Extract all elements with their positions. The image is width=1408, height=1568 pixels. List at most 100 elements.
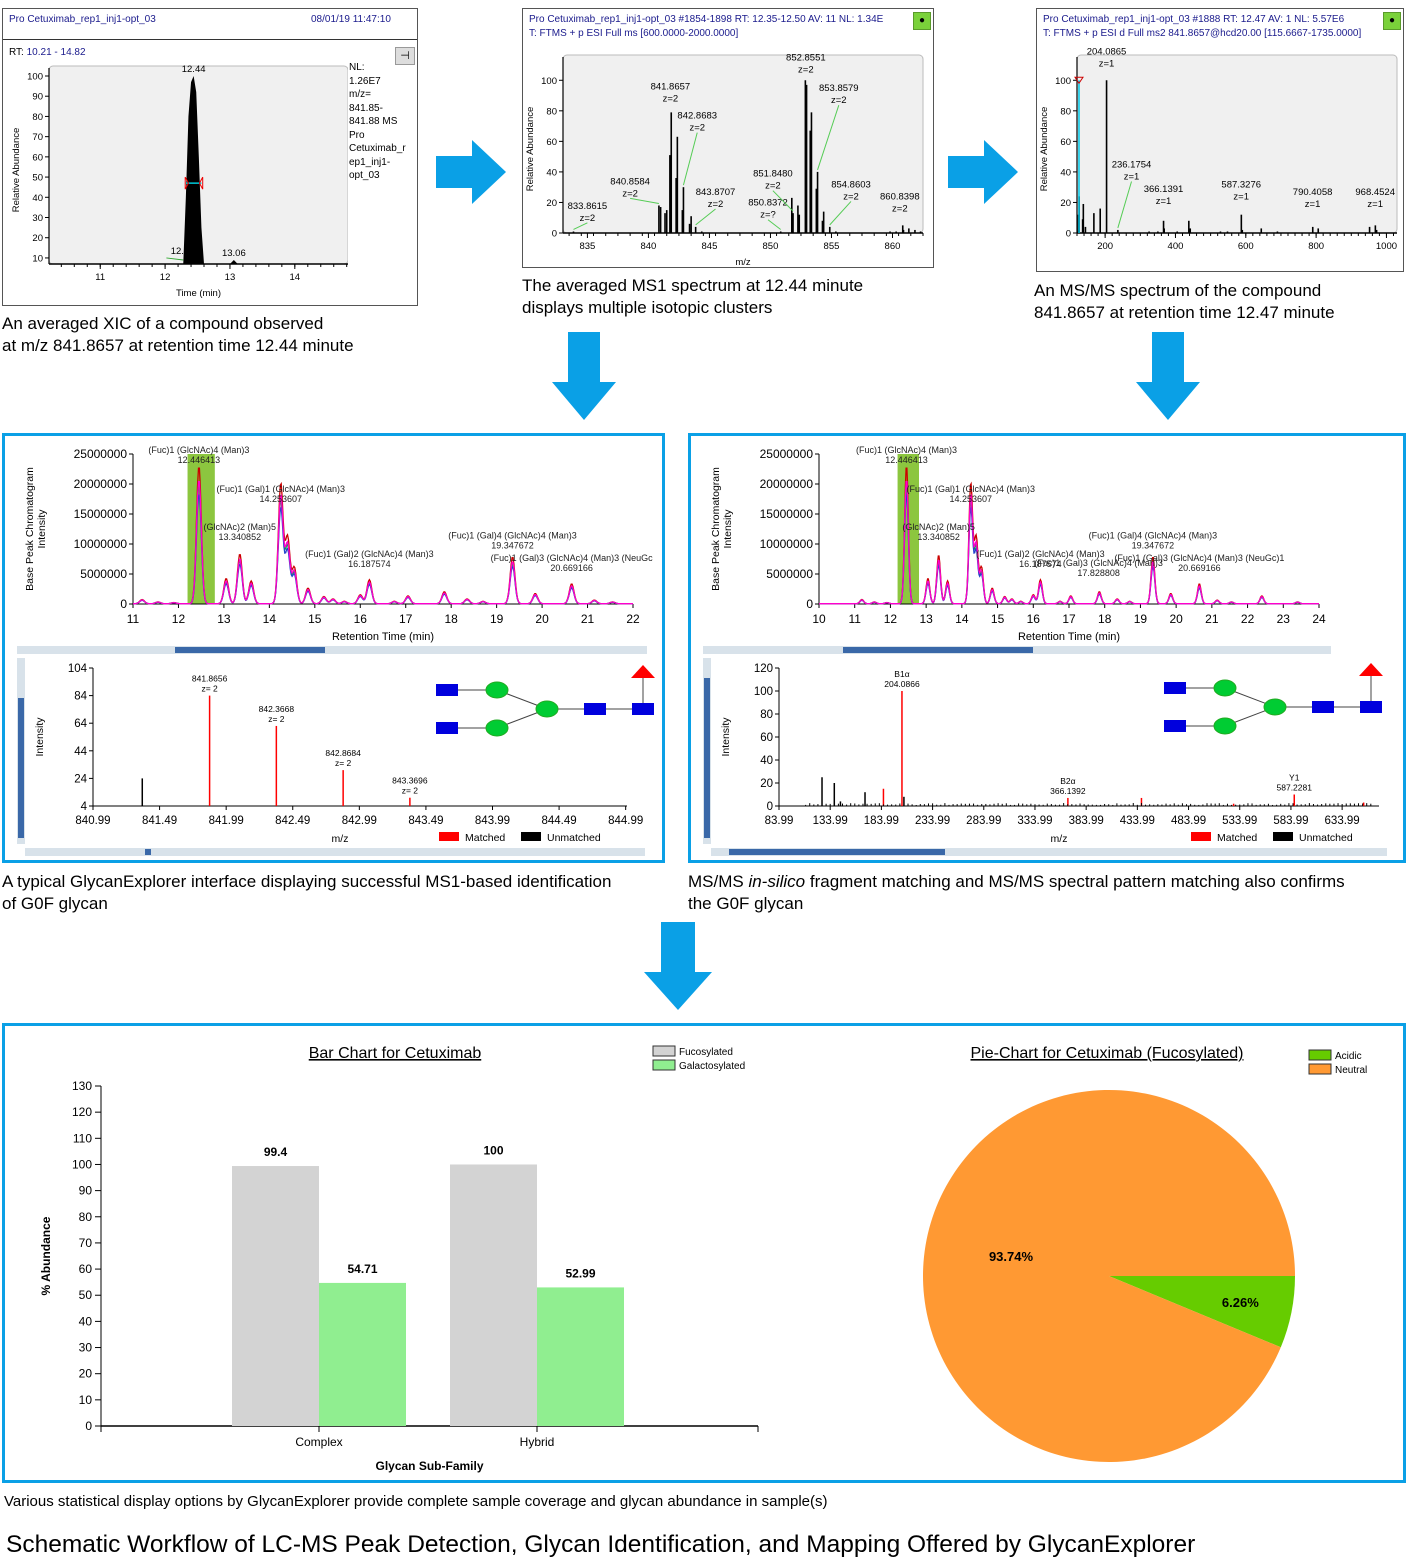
arrow-right-icon <box>948 140 1020 204</box>
peak-charge-label: z=1 <box>1305 199 1321 210</box>
y-tick-label: 0 <box>767 801 773 813</box>
arrow-down-icon <box>1136 332 1200 420</box>
y-tick-label: 130 <box>72 1079 92 1093</box>
statistics-panel: Bar Chart for Cetuximab 0 10 20 30 40 50 60 70 80… <box>2 1023 1406 1483</box>
scrollbar-thumb[interactable] <box>18 698 24 838</box>
x-tick-label: 844.99 <box>608 815 643 827</box>
x-axis-label: Time (min) <box>176 288 221 299</box>
x-tick-label: 21 <box>1205 612 1219 626</box>
x-tick-label: 11 <box>848 612 861 626</box>
y-tick-label: 80 <box>760 709 773 721</box>
y-tick-label: 10 <box>79 1393 93 1407</box>
glycan-annotation-name: (Fuc)1 (GlcNAc)4 (Man)3 <box>148 445 249 455</box>
spectrum-horizontal-scrollbar[interactable] <box>711 848 1387 856</box>
header-divider <box>3 39 417 40</box>
spectrum-vertical-scrollbar[interactable] <box>17 658 25 844</box>
caption-text: MS/MS <box>688 872 748 891</box>
scrollbar-thumb[interactable] <box>704 678 710 838</box>
y-tick-label: 100 <box>541 76 557 87</box>
xic-panel: Pro Cetuximab_rep1_inj1-opt_03 08/01/19 … <box>2 8 418 306</box>
y-tick-label: 40 <box>79 1314 93 1328</box>
glycan-annotation-name: (Fuc)1 (Gal)3 (GlcNAc)4 (Man)3 (NeuGc)1 <box>1114 553 1284 563</box>
x-tick-label: 18 <box>1098 612 1112 626</box>
peak-charge-label: z=1 <box>1099 59 1115 70</box>
ms2-scan-filter: T: FTMS + p ESI d Full ms2 841.8657@hcd2… <box>1043 28 1361 39</box>
bar-galactosylated <box>319 1283 406 1426</box>
x-tick-label: 19 <box>490 612 504 626</box>
glcnac-square-icon <box>436 722 458 734</box>
glycan-annotation-rt: 20.669166 <box>550 563 593 573</box>
y-tick-label: 60 <box>79 1262 93 1276</box>
x-tick-label: 13 <box>225 272 236 283</box>
lock-icon[interactable]: ● <box>1383 12 1401 30</box>
scrollbar-thumb[interactable] <box>843 647 1033 653</box>
y-tick-label: 60 <box>546 137 557 148</box>
y-tick-label: 100 <box>1055 76 1071 87</box>
ms2-matched-spectrum: 83.99 133.99 183.99 233.99 283.99 333.99 383.9… <box>711 654 1403 850</box>
x-tick-label: 15 <box>991 612 1005 626</box>
x-tick-label: 433.99 <box>1120 815 1155 827</box>
scrollbar-thumb[interactable] <box>729 849 945 855</box>
ms1-chart: 835 840 845 850 855 860020406080100m/zRelativ… <box>523 41 933 267</box>
x-tick-label: 20 <box>1169 612 1183 626</box>
caption-ms2: An MS/MS spectrum of the compound 841.86… <box>1034 280 1335 324</box>
peak-charge-label: z=2 <box>689 123 705 134</box>
peak-annotation-sub: z= 2 <box>402 786 419 796</box>
peak-mz-label: 851.8480 <box>753 169 793 180</box>
glcnac-square-icon <box>436 684 458 696</box>
peak-annotation-sub: z= 2 <box>268 714 285 724</box>
scrollbar-thumb[interactable] <box>175 647 325 653</box>
x-tick-label: 13 <box>919 612 933 626</box>
peak-charge-label: z=1 <box>1156 196 1172 207</box>
x-tick-label: 11 <box>95 272 105 283</box>
glcnac-square-icon <box>1360 701 1382 713</box>
y-tick-label: 100 <box>754 686 773 698</box>
caption-xic: An averaged XIC of a compound observed a… <box>2 313 354 357</box>
chromatogram-scrollbar[interactable] <box>17 646 647 654</box>
x-tick-label: 183.99 <box>864 815 899 827</box>
peak-mz-label: 860.8398 <box>880 192 920 203</box>
mannose-circle-icon <box>1264 699 1286 715</box>
scrollbar-thumb[interactable] <box>145 849 151 855</box>
ms2-chart: 200 400 600 800 1000020406080100Relative Abu… <box>1037 41 1403 267</box>
spectrum-horizontal-scrollbar[interactable] <box>25 848 645 856</box>
plot-background <box>563 55 923 233</box>
legend-swatch <box>1309 1050 1331 1060</box>
legend-label-matched: Matched <box>465 832 505 844</box>
peak-charge-label: z=1 <box>1233 191 1249 202</box>
base-peak-chromatogram: 10 11 12 13 14 15 16 17 18 19 20 21 22 23 240500000010… <box>691 436 1403 646</box>
caption-line: An MS/MS spectrum of the compound <box>1034 280 1335 302</box>
caption-ge-ms2: MS/MS in-silico fragment matching and MS… <box>688 871 1345 915</box>
lock-icon[interactable]: ● <box>913 12 931 30</box>
legend-swatch <box>1309 1064 1331 1074</box>
peak-label: 12.27 <box>171 246 195 257</box>
glcnac-square-icon <box>1164 720 1186 732</box>
chromatogram-scrollbar[interactable] <box>703 646 1331 654</box>
caption-line: 841.8657 at retention time 12.47 minute <box>1034 302 1335 324</box>
mannose-circle-icon <box>536 701 558 717</box>
peak-annotation: B2α <box>1060 776 1075 786</box>
y-tick-label: 60 <box>1060 137 1071 148</box>
y-tick-label: 64 <box>74 718 87 730</box>
peak-mz-label: 841.8657 <box>651 82 691 93</box>
glycan-annotation-name: (Fuc)1 (Gal)1 (GlcNAc)4 (Man)3 <box>216 484 345 494</box>
glycan-annotation-rt: 13.340852 <box>219 532 262 542</box>
mannose-circle-icon <box>486 720 508 736</box>
glycan-annotation-rt: 17.828808 <box>1077 568 1120 578</box>
peak-charge-label: z=1 <box>1367 199 1383 210</box>
y-tick-label: 10000000 <box>74 537 128 551</box>
x-tick-label: 333.99 <box>1017 815 1052 827</box>
caption-line: at m/z 841.8657 at retention time 12.44 … <box>2 335 354 357</box>
x-tick-label: 840 <box>640 241 656 252</box>
glycan-annotation-rt: 13.340852 <box>917 532 960 542</box>
peak-charge-label: z=? <box>760 210 776 221</box>
peak-charge-label: z=2 <box>798 65 814 76</box>
spectrum-vertical-scrollbar[interactable] <box>703 658 711 844</box>
pie-slice-neutral <box>923 1090 1295 1462</box>
peak-mz-label: 968.4524 <box>1355 187 1395 198</box>
x-tick-label: 840.99 <box>75 815 110 827</box>
y-tick-label: 20 <box>546 198 557 209</box>
x-tick-label: 16 <box>1027 612 1041 626</box>
legend-label: Neutral <box>1335 1065 1367 1076</box>
y-axis-label: Intensity <box>720 717 732 757</box>
